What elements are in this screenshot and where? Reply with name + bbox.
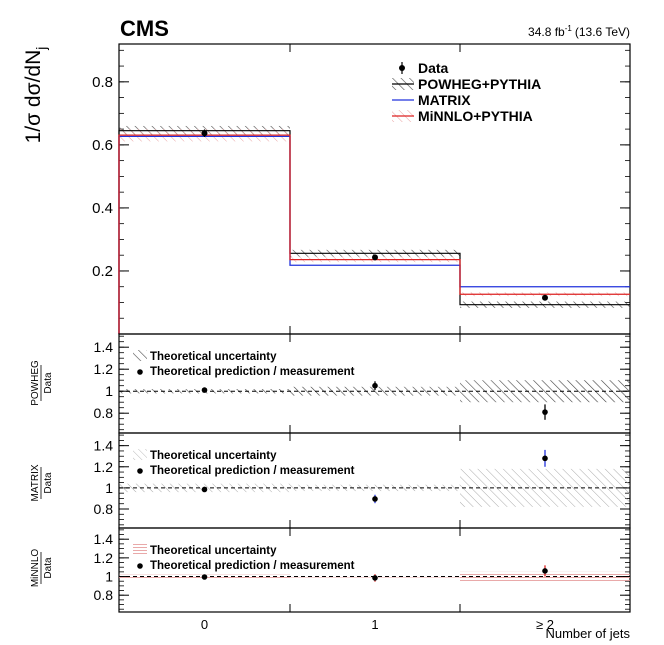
ratio-ylabel-bottom: Data	[43, 372, 54, 394]
x-tick-label: 0	[201, 617, 208, 632]
y-tick-label: 0.8	[94, 405, 114, 421]
y-tick-label: 0.8	[94, 501, 114, 517]
data-point	[372, 254, 378, 261]
x-axis-title: Number of jets	[545, 626, 630, 641]
ratio-legend-label: Theoretical uncertainty	[150, 545, 277, 557]
ratio-legend-point-icon	[137, 369, 143, 375]
ratio-point	[372, 382, 378, 389]
legend-data-marker	[399, 65, 405, 71]
y-tick-label: 1	[105, 569, 113, 585]
ratio-legend-label: Theoretical uncertainty	[150, 351, 277, 363]
ratio-legend-label: Theoretical uncertainty	[150, 450, 277, 462]
main-panel: 0.2 0.4 0.6 0.8 DataPOWHEG+PYTHIAMATRIXMiNNL…	[92, 43, 631, 335]
main-ylabel-subscript: j	[33, 47, 49, 51]
y-tick-label: 0.4	[92, 200, 113, 217]
ratio-point	[201, 486, 208, 493]
y-tick-label: 1	[105, 480, 113, 496]
panel-frame	[118, 43, 631, 335]
ratio-ylabel-minnlo: MiNNLO Data	[30, 549, 54, 588]
y-tick-label: 1.2	[94, 361, 114, 377]
luminosity-energy: (13.6 TeV)	[575, 25, 630, 39]
y-tick-label: 0.6	[92, 137, 113, 154]
legend-label: MATRIX	[418, 92, 471, 108]
y-tick-label: 1.2	[94, 459, 114, 475]
ratio-point	[201, 574, 208, 580]
y-tick-label: 1.4	[94, 531, 114, 547]
cms-logo: CMS	[120, 16, 169, 41]
minnlo-step-line	[118, 134, 630, 334]
ratio-point	[542, 455, 548, 462]
ratio-ylabel-bottom: Data	[43, 472, 54, 494]
ratio-panel-minnlo: 0.8 1 1.2 1.4 0 1 ≥ 2 Theoretical uncertainty Th…	[94, 527, 631, 632]
ratio-ylabel-top: MATRIX	[30, 464, 41, 501]
ratio-ylabel-powheg: POWHEG Data	[30, 360, 54, 406]
ratio-uncertainty-band	[460, 468, 630, 507]
ratio-point	[372, 496, 378, 502]
y-tick-label: 0.8	[92, 74, 113, 91]
ratio-legend-label: Theoretical prediction / measurement	[150, 366, 355, 378]
x-tick-label: ≥ 2	[536, 617, 554, 632]
ratio-legend-label: Theoretical prediction / measurement	[150, 465, 355, 477]
legend-label: MiNNLO+PYTHIA	[418, 108, 533, 124]
legend-label: POWHEG+PYTHIA	[418, 76, 541, 92]
ratio-uncertainty-band	[460, 380, 630, 403]
luminosity-exponent: -1	[565, 24, 573, 33]
ratio-legend-band-icon	[133, 544, 147, 555]
ratio-point	[372, 575, 378, 581]
legend-label: Data	[418, 60, 449, 76]
x-tick-label: 1	[371, 617, 378, 632]
ratio-ylabel-bottom: Data	[43, 557, 54, 579]
data-point	[542, 294, 548, 301]
y-tick-label: 1.4	[94, 438, 114, 454]
y-tick-label: 0.8	[94, 587, 114, 603]
ratio-ylabel-matrix: MATRIX Data	[30, 464, 54, 501]
ratio-point	[201, 387, 208, 393]
main-ylabel: 1/σ dσ/dNj	[22, 47, 49, 144]
ratio-panel-powheg: 0.8 1 1.2 1.4 Theoretical uncertainty Theoret…	[94, 333, 631, 434]
ratio-legend-point-icon	[137, 563, 143, 569]
panel-frame	[118, 527, 631, 613]
luminosity-label: 34.8 fb-1 (13.6 TeV)	[528, 24, 630, 39]
luminosity-value: 34.8 fb	[528, 25, 565, 39]
ratio-legend-point-icon	[137, 468, 143, 474]
y-tick-label: 1.2	[94, 550, 114, 566]
main-ylabel-text: 1/σ dσ/dN	[22, 50, 45, 144]
ratio-ylabel-top: POWHEG	[30, 360, 41, 406]
ratio-legend-band-icon	[133, 350, 147, 361]
ratio-ylabel-top: MiNNLO	[30, 549, 41, 588]
data-point	[201, 130, 208, 137]
y-tick-label: 0.2	[92, 263, 113, 280]
y-tick-label: 1	[105, 383, 113, 399]
ratio-legend-band-icon	[133, 449, 147, 460]
ratio-point	[542, 568, 548, 574]
ratio-panel-matrix: 0.8 1 1.2 1.4 Theoretical uncertainty Theoret…	[94, 432, 631, 529]
ratio-legend-label: Theoretical prediction / measurement	[150, 560, 355, 572]
y-tick-label: 1.4	[94, 339, 114, 355]
ratio-point	[542, 409, 548, 415]
